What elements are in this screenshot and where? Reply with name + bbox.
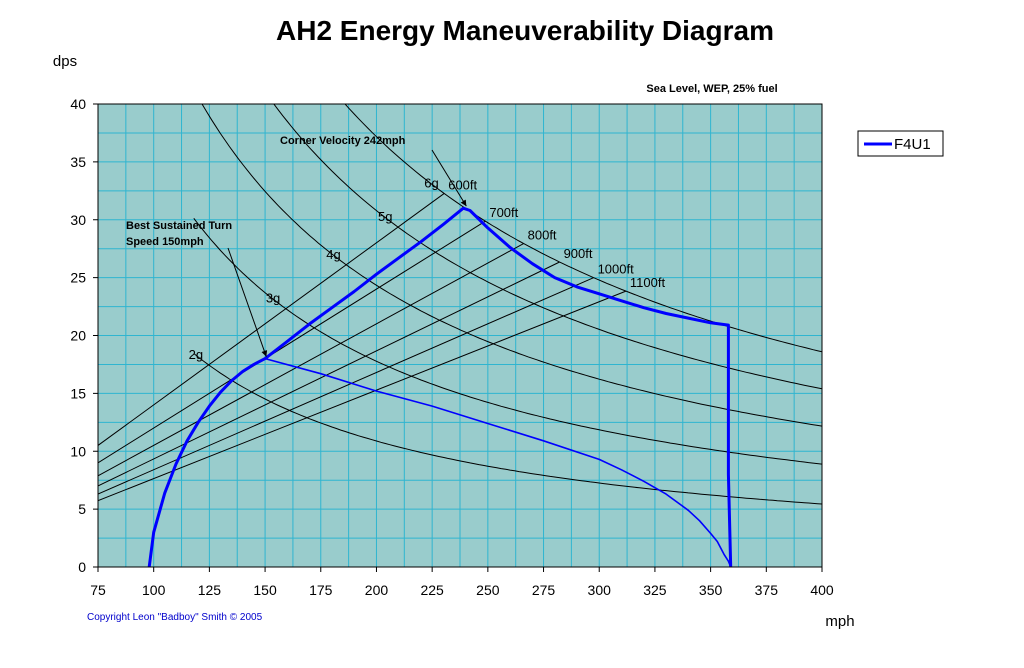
y-tick-label: 35 bbox=[70, 154, 86, 170]
chart-title: AH2 Energy Maneuverability Diagram bbox=[276, 15, 774, 46]
radius-line-label: 900ft bbox=[564, 246, 593, 261]
g-load-lines: 2g 3g 4g 5g 6g bbox=[189, 104, 822, 505]
radius-line bbox=[98, 193, 445, 446]
y-axis-title: dps bbox=[53, 53, 77, 70]
legend: F4U1 bbox=[857, 130, 944, 157]
radius-line bbox=[98, 277, 594, 495]
y-tick-label: 40 bbox=[70, 96, 86, 112]
x-tick-label: 325 bbox=[643, 582, 667, 598]
radius-line bbox=[98, 290, 627, 502]
radius-line-label: 700ft bbox=[489, 205, 518, 220]
g-line-label: 4g bbox=[326, 247, 340, 262]
annotation-best-sustained-turn: Best Sustained Turn Speed 150mph bbox=[126, 220, 232, 248]
y-tick-label: 20 bbox=[70, 328, 86, 344]
chart-subtitle: Sea Level, WEP, 25% fuel bbox=[646, 83, 777, 95]
x-tick-label: 350 bbox=[699, 582, 723, 598]
y-tick-label: 5 bbox=[78, 501, 86, 517]
annotation-arrow bbox=[227, 247, 268, 357]
x-tick-label: 200 bbox=[365, 582, 389, 598]
x-tick-label: 75 bbox=[90, 582, 106, 598]
x-tick-label: 175 bbox=[309, 582, 333, 598]
copyright-text: Copyright Leon "Badboy" Smith © 2005 bbox=[87, 612, 263, 623]
radius-line bbox=[98, 243, 524, 477]
series-line-sustained bbox=[264, 357, 732, 568]
radius-line-label: 1100ft bbox=[630, 275, 666, 290]
g-line-label: 5g bbox=[378, 209, 392, 224]
axes: 75 100 125 150 175 200 225 250 275 300 325 350 375 40… bbox=[70, 96, 833, 598]
x-tick-label: 375 bbox=[755, 582, 779, 598]
series-line-max bbox=[147, 206, 733, 568]
x-tick-label: 400 bbox=[810, 582, 834, 598]
x-tick-label: 100 bbox=[142, 582, 166, 598]
x-tick-label: 250 bbox=[476, 582, 500, 598]
x-tick-label: 150 bbox=[253, 582, 277, 598]
y-tick-label: 0 bbox=[78, 559, 86, 575]
annotation-arrow bbox=[431, 149, 467, 207]
legend-entry-f4u1: F4U1 bbox=[894, 136, 931, 153]
series-lines bbox=[147, 206, 733, 568]
y-tick-label: 10 bbox=[70, 443, 86, 459]
radius-line bbox=[98, 261, 560, 487]
g-line bbox=[344, 104, 822, 353]
x-axis-title: mph bbox=[825, 613, 854, 630]
y-tick-label: 15 bbox=[70, 385, 86, 401]
y-tick-label: 30 bbox=[70, 212, 86, 228]
g-line bbox=[193, 217, 822, 465]
annotation-corner-velocity: Corner Velocity 242mph bbox=[280, 135, 406, 147]
g-line bbox=[201, 104, 822, 427]
x-tick-label: 300 bbox=[588, 582, 612, 598]
radius-line-label: 800ft bbox=[528, 228, 557, 243]
x-tick-label: 125 bbox=[198, 582, 222, 598]
radius-line-label: 1000ft bbox=[598, 262, 635, 277]
radius-line bbox=[98, 220, 486, 464]
x-tick-label: 225 bbox=[420, 582, 444, 598]
x-tick-label: 275 bbox=[532, 582, 556, 598]
annotations: Corner Velocity 242mph Best Sustained Tur… bbox=[126, 135, 467, 357]
y-tick-label: 25 bbox=[70, 270, 86, 286]
g-line-label: 3g bbox=[266, 291, 280, 306]
g-line bbox=[193, 353, 822, 505]
radius-line-label: 600ft bbox=[448, 177, 477, 192]
g-line-label: 2g bbox=[189, 347, 203, 362]
g-line-label: 6g bbox=[424, 175, 438, 190]
